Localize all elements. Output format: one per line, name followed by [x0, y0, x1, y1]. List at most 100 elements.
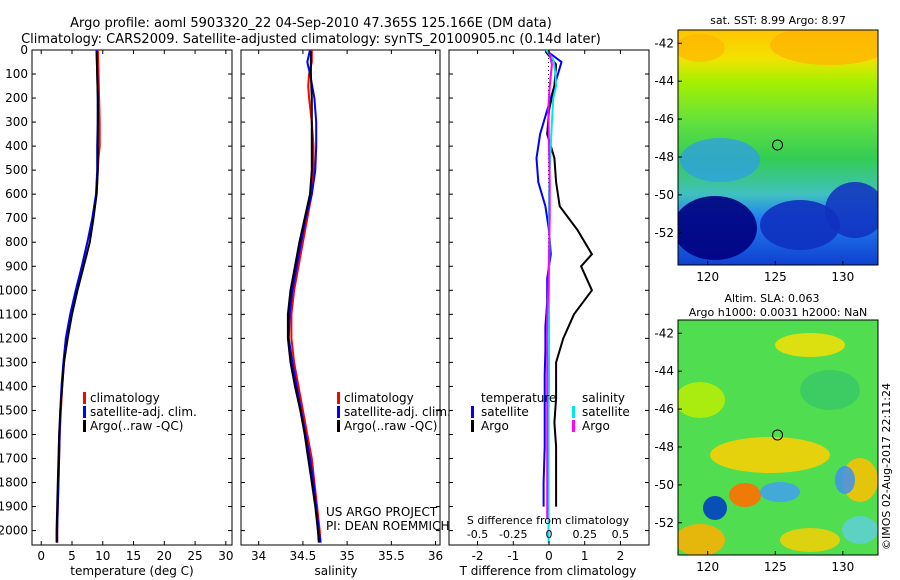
- series-line-satellite-adj-clim-: [56, 50, 99, 543]
- depth-tick-label: 700: [5, 211, 28, 225]
- sla-high-patch: [710, 437, 830, 473]
- depth-tick-label: 1700: [0, 451, 28, 465]
- sla-low-patch: [835, 466, 855, 494]
- sla-low-patch: [703, 496, 727, 520]
- legend-swatch-satellite: [337, 406, 340, 418]
- s-tick-label: 0.25: [572, 528, 597, 541]
- legend-label-climatology: climatology: [344, 391, 414, 405]
- legend-swatch-argo: [83, 420, 86, 432]
- legend-swatch-temp-satellite: [471, 406, 474, 418]
- difference-legend: temperature satellite Argo salinity sate…: [471, 391, 630, 433]
- legend-swatch-satellite: [83, 406, 86, 418]
- x-tick-label: 25: [187, 549, 202, 563]
- sla-low-patch: [842, 516, 878, 544]
- sst-map-title: sat. SST: 8.99 Argo: 8.97: [710, 14, 846, 27]
- x-tick-label: 0: [37, 549, 45, 563]
- depth-tick-label: 1400: [0, 379, 28, 393]
- temperature-panel-frame: [31, 49, 233, 546]
- series-line-climatology: [56, 50, 101, 543]
- sla-high-patch: [678, 382, 725, 418]
- x-tick-label: 0: [545, 549, 553, 563]
- map-y-tick-label: -48: [654, 150, 674, 164]
- x-tick-label: 10: [95, 549, 110, 563]
- x-tick-label: 35: [339, 549, 354, 563]
- map-y-tick-label: -46: [654, 112, 674, 126]
- x-tick-label: 15: [126, 549, 141, 563]
- sst-cool-patch: [680, 138, 760, 182]
- x-tick-label: 30: [218, 549, 233, 563]
- series-line-salinity-argo: [545, 50, 553, 519]
- map-x-tick-label: 125: [764, 270, 787, 284]
- sst-map-x-axis: 120 125 130: [696, 261, 854, 284]
- figure-title-line1: Argo profile: aoml 5903320_22 04-Sep-201…: [70, 16, 552, 31]
- s-tick-label: 0.5: [612, 528, 630, 541]
- temperature-x-axis: 0 5 10 15 20 25 30: [37, 50, 233, 563]
- map-x-tick-label: 120: [696, 270, 719, 284]
- depth-tick-label: 1200: [0, 331, 28, 345]
- legend-swatch-climatology: [337, 392, 340, 404]
- sla-mid-patch: [800, 370, 860, 410]
- sla-map-x-axis: 120 125 130: [696, 551, 854, 574]
- x-tick-label: 1: [581, 549, 589, 563]
- x-tick-label: 20: [157, 549, 172, 563]
- sla-high-patch: [775, 333, 845, 357]
- depth-tick-label: 1600: [0, 427, 28, 441]
- temperature-axis-label: temperature (deg C): [70, 564, 193, 578]
- sst-warm-patch: [770, 30, 878, 65]
- series-line-temperature-satellite: [535, 50, 563, 507]
- depth-axis: 0 100 200 300 400 500 600 700 800 900 1000 1100 1200…: [0, 43, 649, 538]
- map-x-tick-label: 125: [764, 560, 787, 574]
- series-line-argo-raw-qc-: [286, 51, 320, 543]
- map-x-tick-label: 120: [696, 560, 719, 574]
- sst-map-y-axis: -42 -44 -46 -48 -50 -52: [654, 36, 682, 240]
- legend-label-satellite: satellite-adj. clim.: [344, 405, 451, 419]
- depth-tick-label: 1000: [0, 283, 28, 297]
- x-tick-label: -2: [472, 549, 484, 563]
- x-tick-label: 5: [68, 549, 76, 563]
- sla-heatmap: [678, 320, 878, 555]
- sla-map-title-line1: Altim. SLA: 0.063: [724, 292, 819, 305]
- pi-annotation: PI: DEAN ROEMMICH: [326, 519, 449, 533]
- map-y-tick-label: -52: [654, 226, 674, 240]
- sla-high-patch: [678, 524, 725, 555]
- depth-tick-label: 500: [5, 163, 28, 177]
- depth-tick-label: 2000: [0, 524, 28, 538]
- legend-heading-salinity: salinity: [582, 391, 625, 405]
- project-annotation: US ARGO PROJECT: [326, 505, 438, 519]
- map-y-tick-label: -44: [654, 74, 674, 88]
- map-y-tick-label: -42: [654, 36, 674, 50]
- depth-tick-label: 300: [5, 115, 28, 129]
- depth-tick-label: 1500: [0, 403, 28, 417]
- legend-swatch-sal-satellite: [572, 406, 575, 418]
- map-y-tick-label: -42: [654, 326, 674, 340]
- legend-swatch-sal-argo: [572, 420, 575, 432]
- salinity-legend: climatology satellite-adj. clim. Argo(..…: [337, 391, 451, 433]
- x-tick-label: 36: [428, 549, 443, 563]
- legend-label-sal-argo: Argo: [582, 419, 610, 433]
- sst-cold-patch: [678, 196, 757, 260]
- depth-tick-label: 600: [5, 187, 28, 201]
- depth-tick-label: 1300: [0, 355, 28, 369]
- legend-heading-temperature: temperature: [481, 391, 556, 405]
- depth-tick-label: 1800: [0, 476, 28, 490]
- legend-label-argo: Argo(..raw -QC): [90, 419, 183, 433]
- s-tick-label: -0.5: [467, 528, 488, 541]
- sst-cold-patch: [760, 200, 840, 250]
- figure-title-line2: Climatology: CARS2009. Satellite-adjuste…: [21, 32, 601, 47]
- depth-tick-label: 100: [5, 67, 28, 81]
- sla-map-frame: [677, 319, 879, 556]
- series-line-argo-raw-qc-: [55, 51, 99, 543]
- legend-label-argo: Argo(..raw -QC): [344, 419, 437, 433]
- depth-tick-label: 900: [5, 259, 28, 273]
- s-tick-label: -0.25: [499, 528, 527, 541]
- legend-swatch-temp-argo: [471, 420, 474, 432]
- legend-label-satellite: satellite-adj. clim.: [90, 405, 197, 419]
- sst-map-frame: [677, 29, 879, 266]
- x-tick-label: 2: [617, 549, 625, 563]
- depth-tick-label: 1900: [0, 500, 28, 514]
- depth-tick-label: 200: [5, 91, 28, 105]
- salinity-panel-frame: [240, 49, 441, 546]
- t-difference-x-axis: -2 -1 0 1 2: [472, 50, 625, 563]
- legend-label-temp-satellite: satellite: [481, 405, 529, 419]
- legend-label-climatology: climatology: [90, 391, 160, 405]
